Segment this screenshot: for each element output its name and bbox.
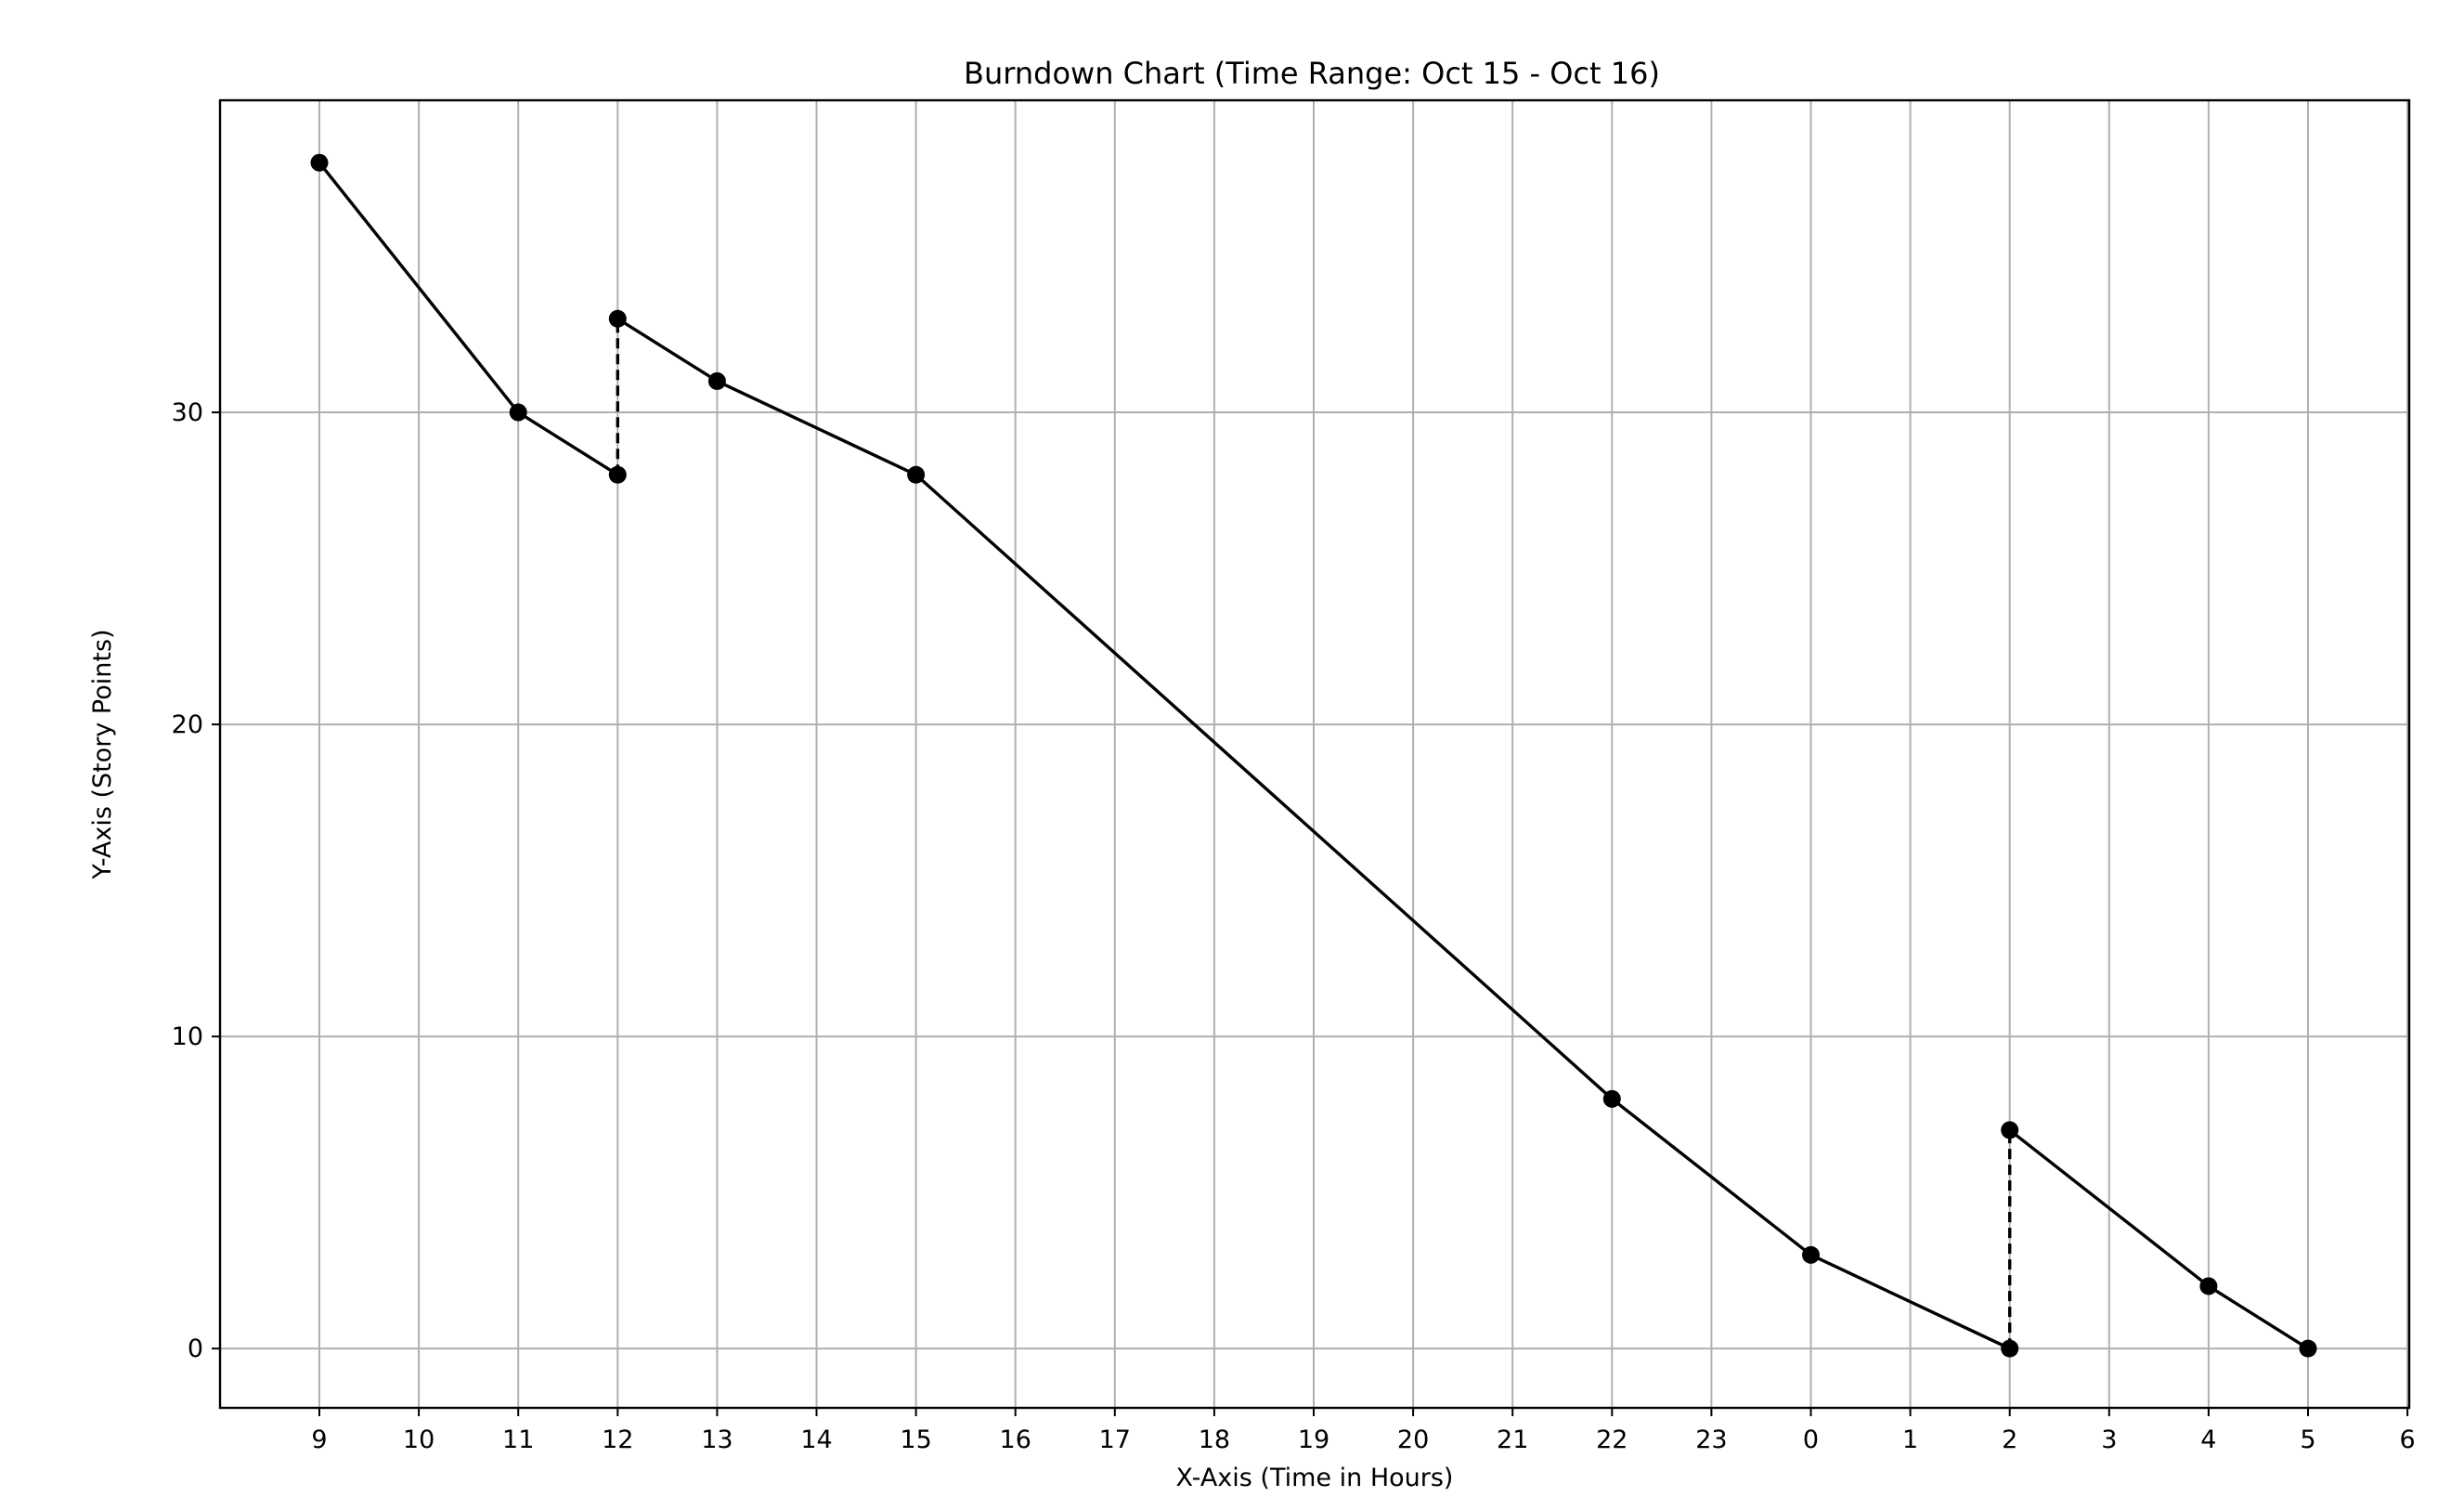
data-point (1602, 1089, 1621, 1108)
data-point (907, 465, 926, 484)
x-tick-label: 19 (1298, 1425, 1329, 1454)
x-tick-label: 6 (2400, 1425, 2416, 1454)
data-point (2001, 1121, 2019, 1139)
x-tick-label: 11 (502, 1425, 534, 1454)
x-tick-label: 4 (2200, 1425, 2216, 1454)
x-tick-label: 10 (403, 1425, 434, 1454)
data-point (310, 153, 329, 172)
x-tick-label: 15 (900, 1425, 931, 1454)
plot-frame (218, 98, 2411, 1410)
data-point (2299, 1339, 2317, 1358)
x-tick-label: 3 (2101, 1425, 2117, 1454)
burndown-segment (517, 410, 619, 476)
y-tick-label: 30 (172, 398, 203, 427)
x-tick-label: 17 (1099, 1425, 1131, 1454)
data-point (707, 371, 726, 390)
y-tick-label: 20 (172, 710, 203, 739)
burndown-segment (2008, 1128, 2210, 1288)
burndown-segment (914, 473, 1614, 1100)
y-axis-label: Y-Axis (Story Points) (88, 629, 117, 879)
burndown-segment (716, 379, 917, 476)
x-tick-label: 2 (2002, 1425, 2017, 1454)
data-point (509, 403, 527, 422)
axis-ticks: 9 10 11 12 13 14 15 16 17 18 19 20 21 22 23 0 1 2 3 4 5 60102… (172, 398, 2416, 1454)
x-tick-label: 21 (1497, 1425, 1528, 1454)
x-tick-label: 18 (1199, 1425, 1230, 1454)
burndown-segment (1611, 1097, 1812, 1256)
burndown-segment (1809, 1253, 2011, 1350)
data-point (1802, 1245, 1820, 1264)
data-points (310, 153, 2317, 1358)
y-tick-label: 10 (172, 1022, 203, 1051)
x-axis-label: X-Axis (Time in Hours) (1176, 1464, 1454, 1492)
data-point (2001, 1339, 2019, 1358)
burndown-segment (2207, 1284, 2309, 1350)
data-point (2199, 1277, 2218, 1295)
x-tick-label: 1 (1902, 1425, 1918, 1454)
x-tick-label: 5 (2300, 1425, 2315, 1454)
x-tick-label: 0 (1803, 1425, 1819, 1454)
burndown-segment (616, 317, 719, 383)
data-point (608, 465, 627, 484)
chart-title: Burndown Chart (Time Range: Oct 15 - Oct… (964, 56, 1660, 91)
x-tick-label: 14 (800, 1425, 832, 1454)
x-tick-label: 23 (1695, 1425, 1727, 1454)
burndown-segment (318, 162, 520, 414)
x-tick-label: 13 (701, 1425, 733, 1454)
x-tick-label: 20 (1397, 1425, 1429, 1454)
x-tick-label: 9 (311, 1425, 327, 1454)
y-tick-label: 0 (188, 1334, 203, 1363)
x-tick-label: 16 (1000, 1425, 1031, 1454)
data-point (608, 309, 627, 328)
x-tick-label: 22 (1596, 1425, 1628, 1454)
series-lines (318, 162, 2309, 1350)
grid-lines (220, 100, 2409, 1408)
x-tick-label: 12 (602, 1425, 633, 1454)
